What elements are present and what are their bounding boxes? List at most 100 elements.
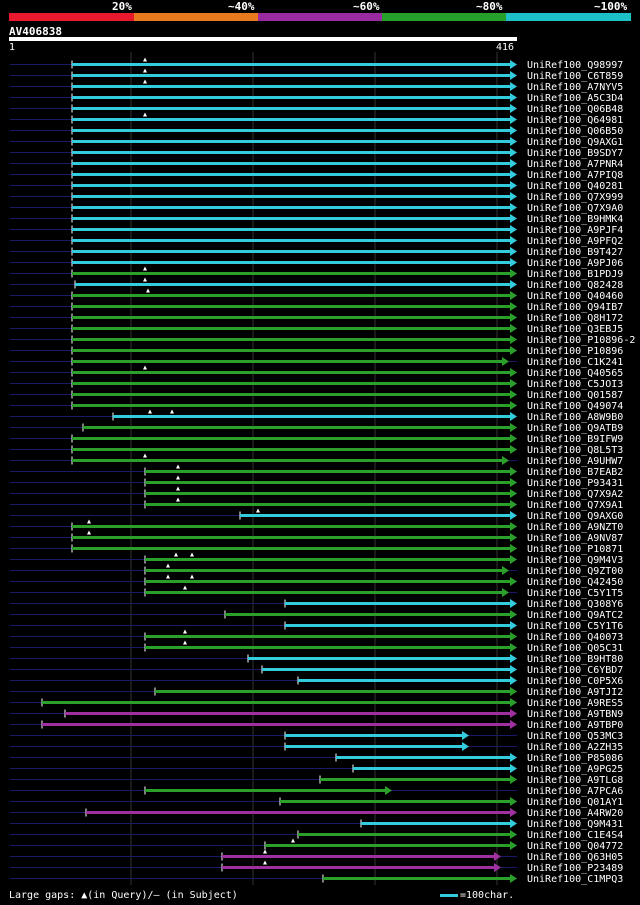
hit-label: UniRef100_Q9M431 bbox=[527, 819, 623, 830]
hit-label: UniRef100_A9UHW7 bbox=[527, 456, 623, 467]
hit-arrow bbox=[510, 71, 517, 80]
hit-label: UniRef100_Q308Y6 bbox=[527, 599, 623, 610]
scale-legend: =100char. bbox=[440, 890, 514, 902]
hit-arrow bbox=[510, 830, 517, 839]
hit-bar bbox=[72, 360, 502, 363]
hit-bar bbox=[72, 327, 510, 330]
hit-bar bbox=[320, 778, 510, 781]
hit-bar bbox=[145, 789, 385, 792]
legend-label: ~80% bbox=[476, 0, 503, 13]
hit-arrow bbox=[502, 357, 509, 366]
hit-bar bbox=[72, 140, 510, 143]
hit-arrow bbox=[510, 621, 517, 630]
hit-label: UniRef100_C6T859 bbox=[527, 71, 623, 82]
hit-arrow bbox=[510, 632, 517, 641]
hit-label: UniRef100_Q7X999 bbox=[527, 192, 623, 203]
hit-arrow bbox=[510, 214, 517, 223]
hit-label: UniRef100_A9TBP0 bbox=[527, 720, 623, 731]
scale-line bbox=[440, 893, 458, 897]
hit-label: UniRef100_Q7X9A0 bbox=[527, 203, 623, 214]
query-ruler bbox=[9, 37, 517, 41]
hit-bar bbox=[72, 349, 510, 352]
hit-arrow bbox=[510, 269, 517, 278]
hit-arrow bbox=[510, 500, 517, 509]
hit-arrow bbox=[385, 786, 392, 795]
hit-arrow bbox=[510, 522, 517, 531]
hit-arrow bbox=[510, 709, 517, 718]
hit-arrow bbox=[510, 797, 517, 806]
hit-bar bbox=[72, 294, 510, 297]
hit-label: UniRef100_A9RES5 bbox=[527, 698, 623, 709]
hit-bar bbox=[285, 745, 462, 748]
hit-arrow bbox=[510, 181, 517, 190]
hit-arrow bbox=[510, 489, 517, 498]
hit-arrow bbox=[510, 654, 517, 663]
query-gap-marker bbox=[143, 266, 147, 271]
query-gap-marker bbox=[190, 574, 194, 579]
gap-legend: Large gaps: ▲(in Query)/– (in Subject) bbox=[9, 890, 238, 901]
query-gap-marker bbox=[143, 365, 147, 370]
hit-label: UniRef100_P10896-2 bbox=[527, 335, 635, 346]
query-gap-marker bbox=[183, 629, 187, 634]
hit-bar bbox=[72, 107, 510, 110]
identity-color-legend: 20% ~40% ~60% ~80% ~100% bbox=[0, 0, 640, 24]
legend-label: ~60% bbox=[353, 0, 380, 13]
hit-label: UniRef100_A9PJ06 bbox=[527, 258, 623, 269]
query-gap-marker bbox=[143, 57, 147, 62]
hit-label: UniRef100_A9NZT0 bbox=[527, 522, 623, 533]
hit-arrow bbox=[510, 126, 517, 135]
hit-arrow bbox=[510, 82, 517, 91]
hit-arrow bbox=[510, 170, 517, 179]
hit-label: UniRef100_Q9ATC2 bbox=[527, 610, 623, 621]
hit-label: UniRef100_Q9M4V3 bbox=[527, 555, 623, 566]
hit-bar bbox=[72, 305, 510, 308]
hit-bar bbox=[72, 173, 510, 176]
hit-bar bbox=[72, 525, 510, 528]
hit-bar bbox=[145, 492, 510, 495]
hit-arrow bbox=[510, 808, 517, 817]
query-gap-marker bbox=[176, 464, 180, 469]
hit-label: UniRef100_P93431 bbox=[527, 478, 623, 489]
legend-label: ~100% bbox=[594, 0, 628, 13]
hit-arrow bbox=[510, 236, 517, 245]
hit-label: UniRef100_Q9ZT00 bbox=[527, 566, 623, 577]
hit-arrow bbox=[510, 137, 517, 146]
hit-bar bbox=[72, 195, 510, 198]
hit-label: UniRef100_Q42450 bbox=[527, 577, 623, 588]
hit-arrow bbox=[510, 390, 517, 399]
hit-arrow bbox=[510, 335, 517, 344]
hit-label: UniRef100_Q53MC3 bbox=[527, 731, 623, 742]
hit-label: UniRef100_Q06B50 bbox=[527, 126, 623, 137]
hit-label: UniRef100_Q94IB7 bbox=[527, 302, 623, 313]
hit-arrow bbox=[510, 148, 517, 157]
hit-bar bbox=[113, 415, 510, 418]
query-gap-marker bbox=[174, 552, 178, 557]
hit-label: UniRef100_A9PG25 bbox=[527, 764, 623, 775]
hit-arrow bbox=[510, 324, 517, 333]
legend-segment bbox=[506, 13, 631, 21]
hit-arrow bbox=[510, 258, 517, 267]
hit-label: UniRef100_Q49074 bbox=[527, 401, 623, 412]
ruler-end: 416 bbox=[496, 42, 515, 53]
hit-arrow bbox=[510, 368, 517, 377]
query-gap-marker bbox=[291, 838, 295, 843]
hit-arrow bbox=[510, 874, 517, 883]
hit-arrow bbox=[510, 247, 517, 256]
hit-bar bbox=[72, 448, 510, 451]
query-gap-marker bbox=[143, 453, 147, 458]
hit-bar bbox=[145, 569, 502, 572]
hit-label: UniRef100_C5JOI3 bbox=[527, 379, 623, 390]
hit-arrow bbox=[510, 599, 517, 608]
hit-label: UniRef100_Q01AY1 bbox=[527, 797, 623, 808]
hit-bar bbox=[72, 250, 510, 253]
hit-label: UniRef100_B7EAB2 bbox=[527, 467, 623, 478]
hit-label: UniRef100_A9PFQ2 bbox=[527, 236, 623, 247]
query-gap-marker bbox=[143, 112, 147, 117]
hit-arrow bbox=[510, 203, 517, 212]
query-gap-marker bbox=[87, 530, 91, 535]
hit-arrow bbox=[510, 544, 517, 553]
hit-label: UniRef100_Q3EBJ5 bbox=[527, 324, 623, 335]
hit-bar bbox=[72, 404, 510, 407]
hit-arrow bbox=[510, 346, 517, 355]
hit-bar bbox=[72, 129, 510, 132]
